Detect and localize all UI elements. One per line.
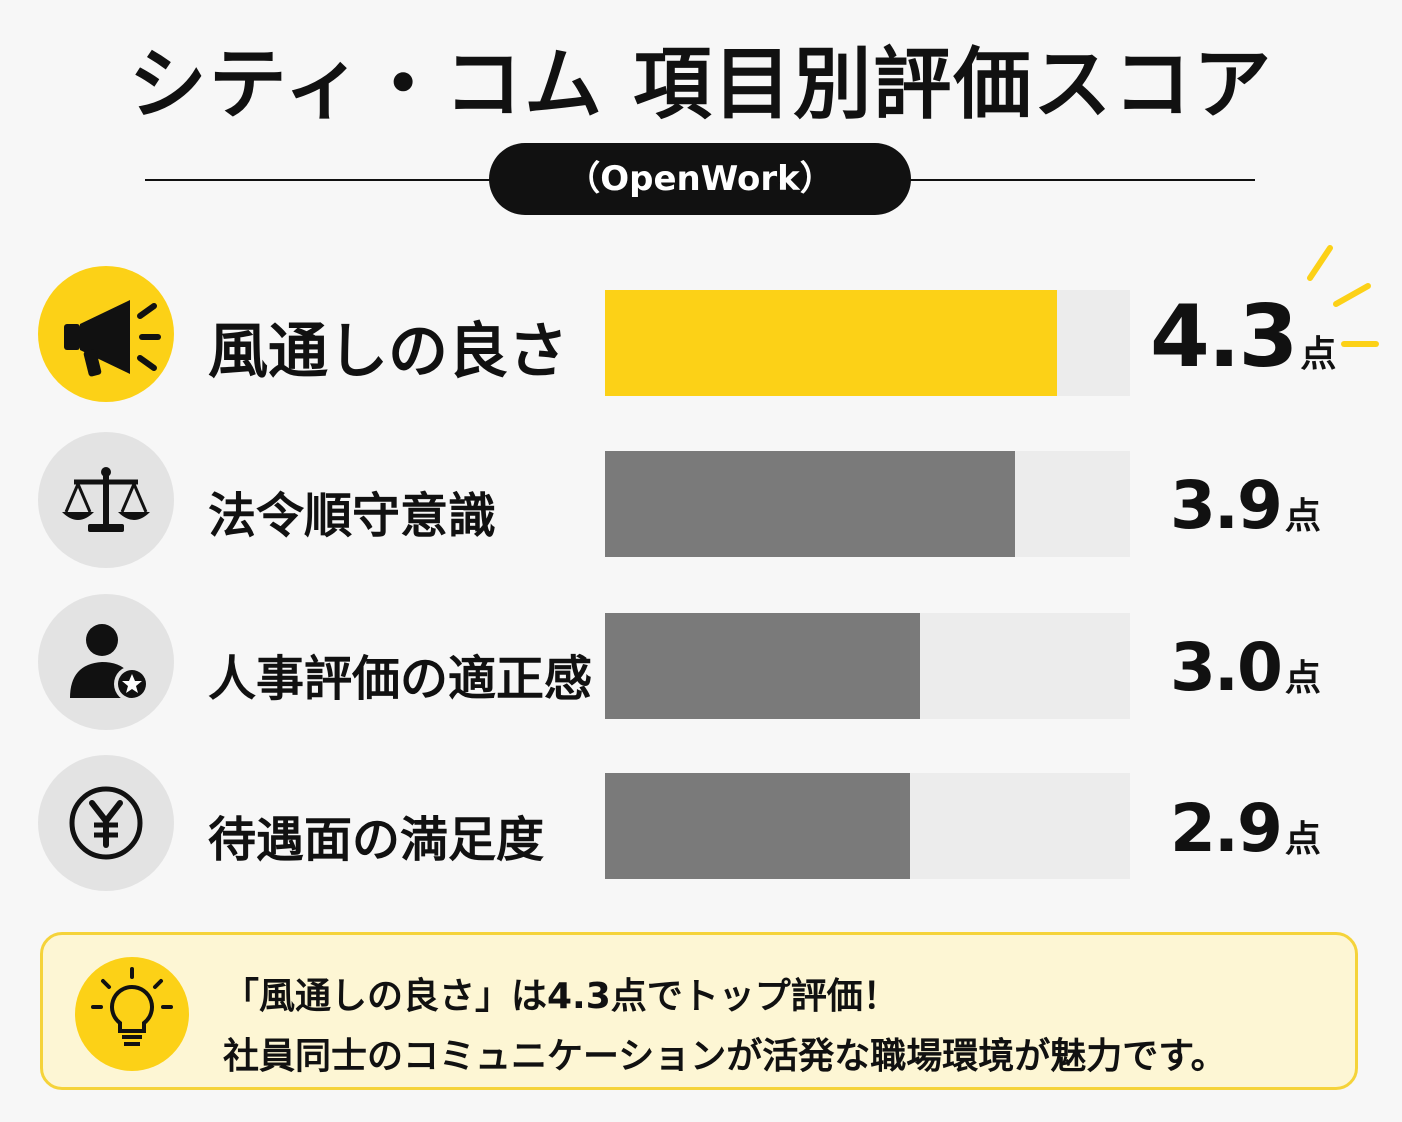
unit-label-1: 点 <box>1284 496 1321 537</box>
unit-label-3: 点 <box>1284 819 1321 860</box>
chart-row-0: 風通しの良さ 4.3 点 <box>0 265 1402 405</box>
value-label-1: 3.9 <box>1170 467 1283 544</box>
value-label-3: 2.9 <box>1170 790 1283 867</box>
divider-right <box>905 179 1255 181</box>
user-star-icon <box>38 594 174 730</box>
bar-track-0 <box>605 290 1130 396</box>
chart-row-1: 法令順守意識 3.9 点 <box>0 432 1402 572</box>
page-title: シティ・コム 項目別評価スコア <box>128 40 1274 130</box>
bar-2 <box>605 613 920 719</box>
category-label-1: 法令順守意識 <box>208 488 497 544</box>
chart-row-2: 人事評価の適正感 3.0 点 <box>0 594 1402 734</box>
note-line-2: 社員同士のコミュニケーションが活発な職場環境が魅力です。 <box>223 1036 1227 1077</box>
category-label-0: 風通しの良さ <box>208 317 568 387</box>
value-label-2: 3.0 <box>1170 629 1283 706</box>
unit-label-0: 点 <box>1300 334 1337 375</box>
bar-0 <box>605 290 1057 396</box>
note-line-1: 「風通しの良さ」は4.3点でトップ評価！ <box>223 976 899 1017</box>
source-badge: （OpenWork） <box>489 143 911 215</box>
lightbulb-icon <box>75 957 189 1071</box>
score-1: 3.9 点 <box>1170 467 1321 544</box>
divider-left <box>145 179 495 181</box>
bar-track-2 <box>605 613 1130 719</box>
accent-burst-icon <box>1307 245 1379 347</box>
category-label-3: 待遇面の満足度 <box>208 812 545 868</box>
score-3: 2.9 点 <box>1170 790 1321 867</box>
summary-note: 「風通しの良さ」は4.3点でトップ評価！ 社員同士のコミュニケーションが活発な職… <box>40 932 1358 1090</box>
value-label-0: 4.3 <box>1150 287 1298 387</box>
bar-1 <box>605 451 1015 557</box>
megaphone-icon <box>38 266 174 402</box>
bar-3 <box>605 773 910 879</box>
unit-label-2: 点 <box>1284 658 1321 699</box>
score-2: 3.0 点 <box>1170 629 1321 706</box>
yen-icon <box>38 755 174 891</box>
chart-row-3: 待遇面の満足度 2.9 点 <box>0 755 1402 895</box>
scales-icon <box>38 432 174 568</box>
score-0: 4.3 点 <box>1150 287 1336 387</box>
bar-track-1 <box>605 451 1130 557</box>
bar-track-3 <box>605 773 1130 879</box>
category-label-2: 人事評価の適正感 <box>208 651 593 707</box>
